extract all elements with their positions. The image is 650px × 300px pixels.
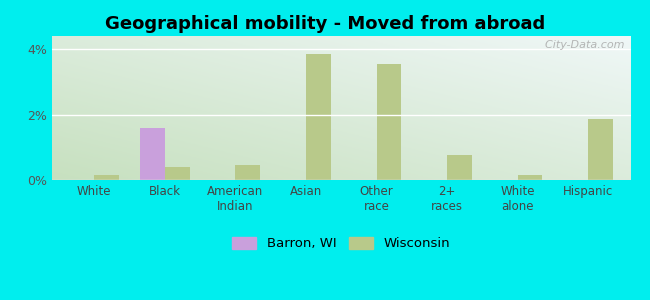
Bar (376, 64, 401, 180)
Text: City-Data.com: City-Data.com (538, 40, 625, 50)
Bar (447, 155, 472, 180)
Bar (235, 165, 260, 180)
Bar (165, 167, 190, 180)
Bar (94, 175, 119, 180)
Text: Geographical mobility - Moved from abroad: Geographical mobility - Moved from abroa… (105, 15, 545, 33)
Bar (306, 54, 331, 180)
Bar (517, 175, 542, 180)
Bar (588, 119, 613, 180)
Bar (140, 128, 165, 180)
Legend: Barron, WI, Wisconsin: Barron, WI, Wisconsin (226, 230, 457, 257)
